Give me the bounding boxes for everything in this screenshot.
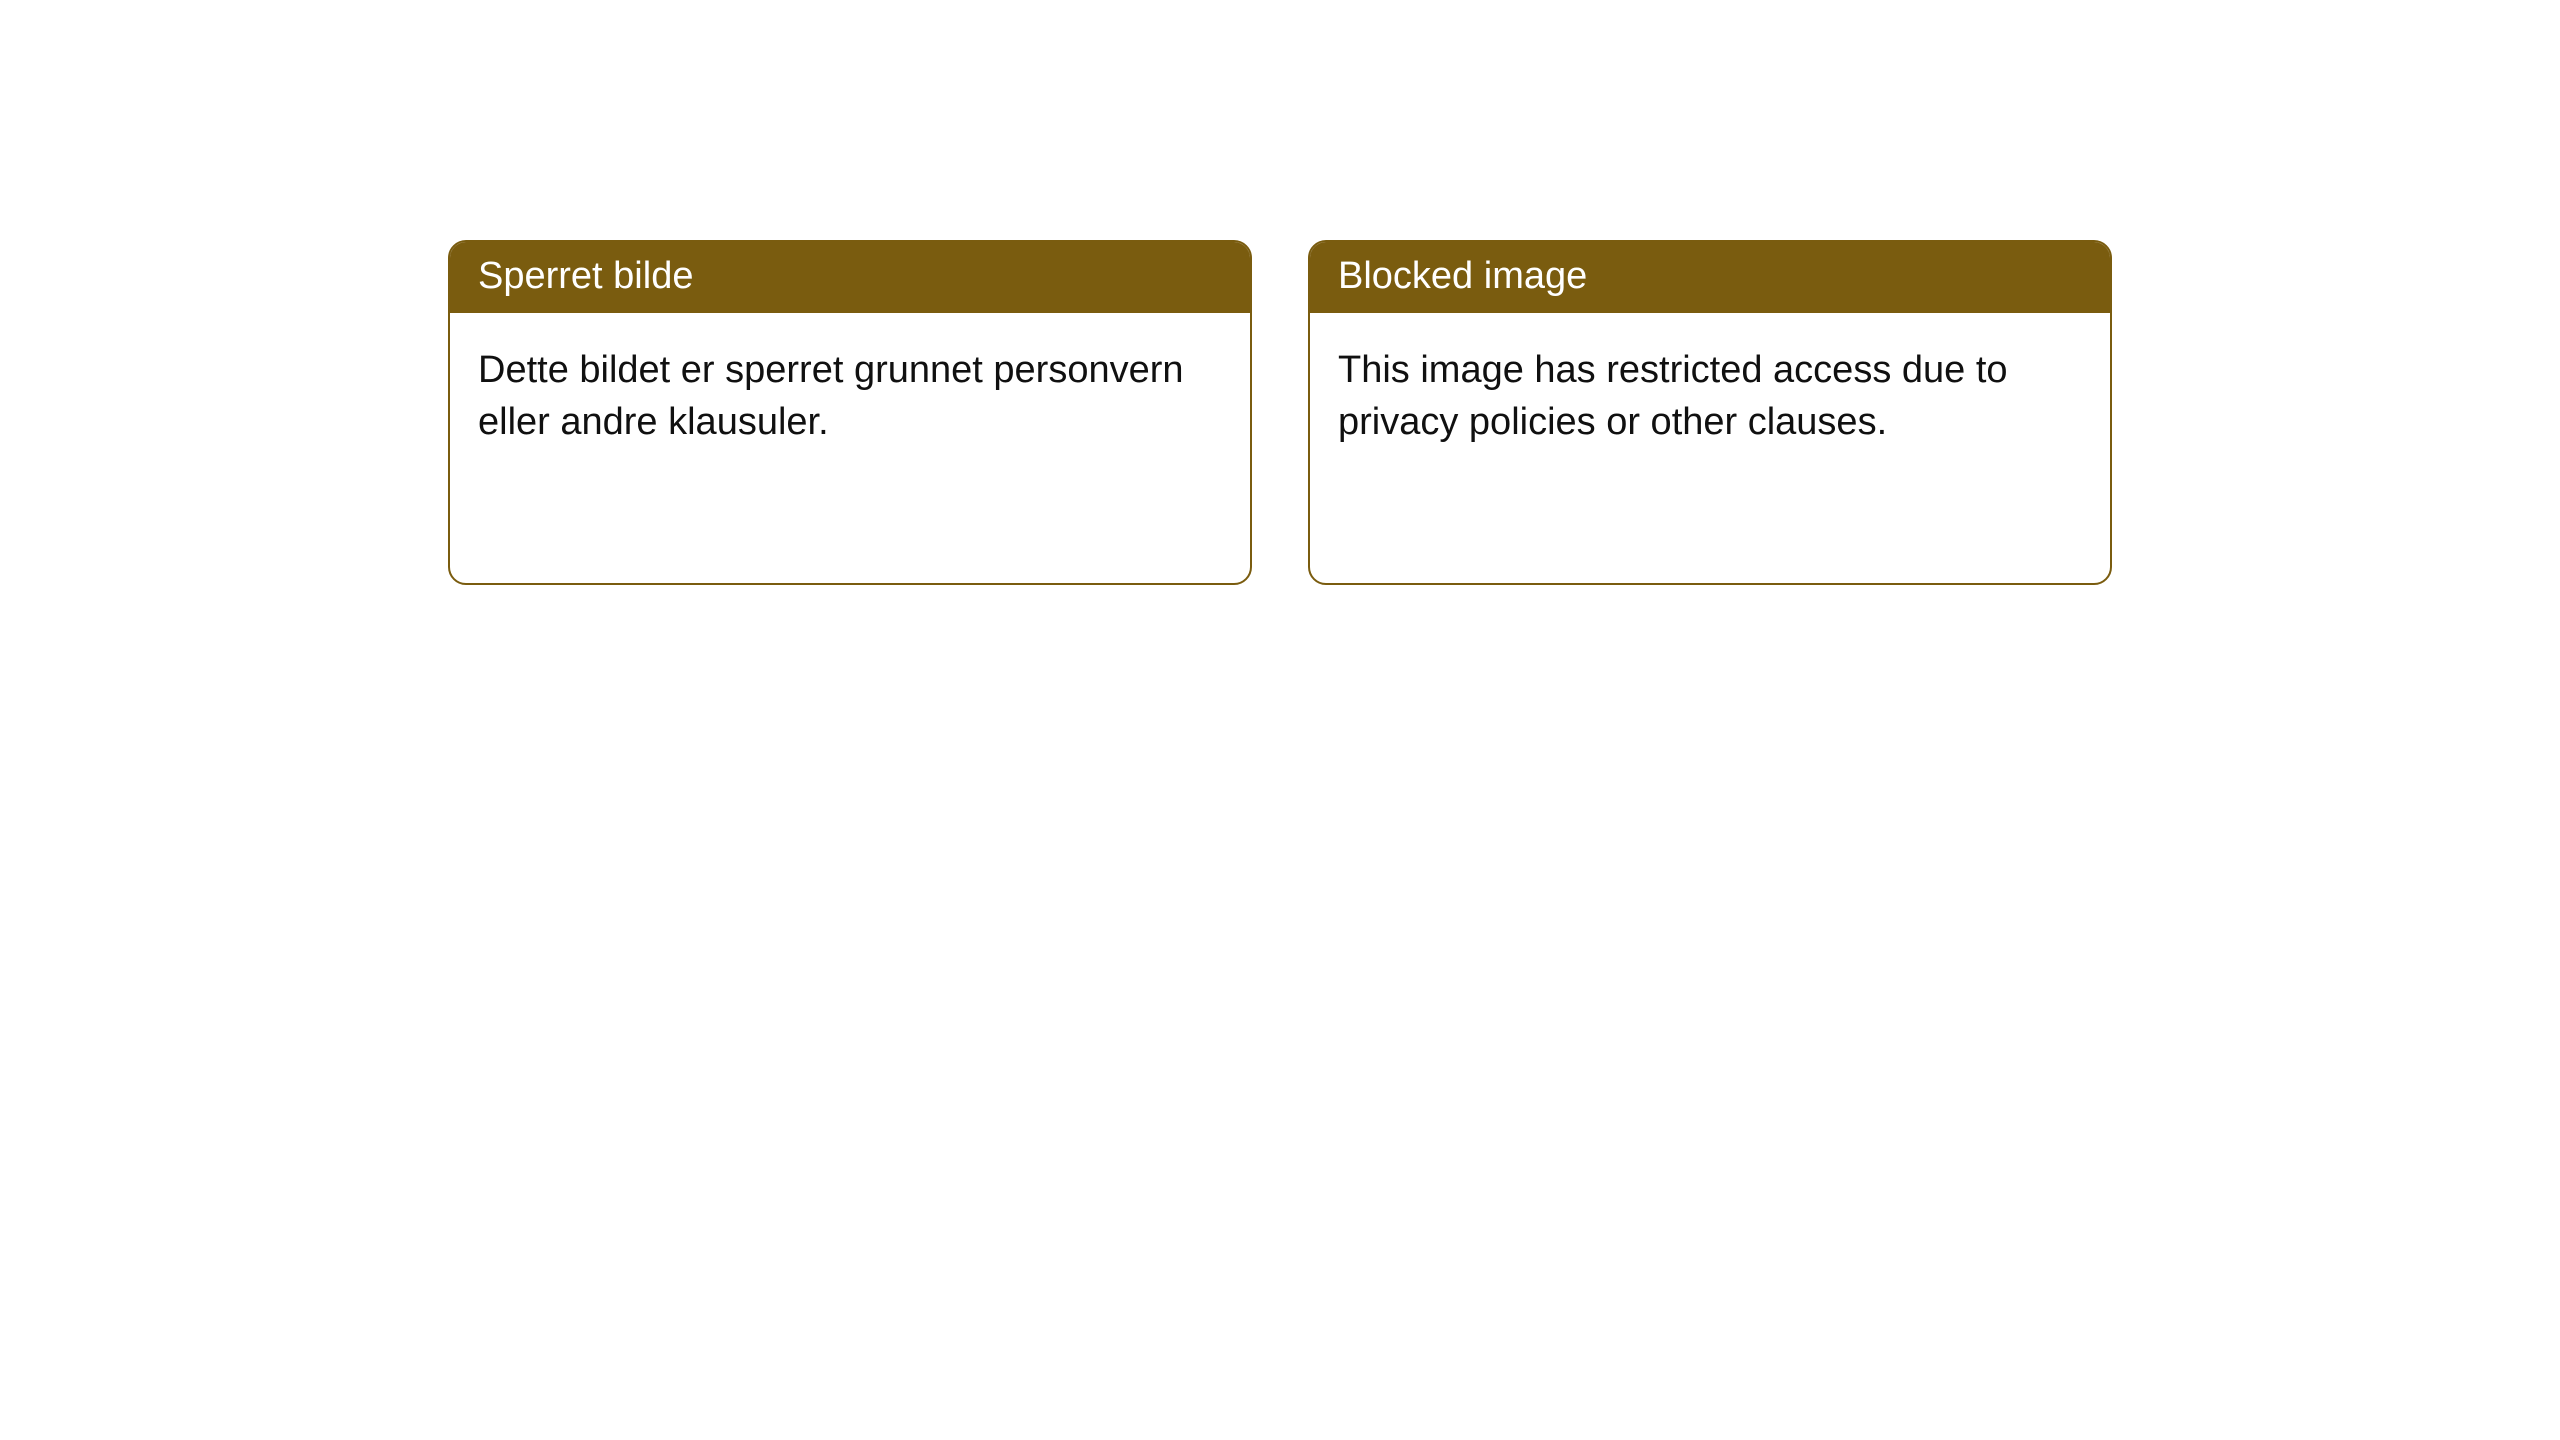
- notice-container: Sperret bilde Dette bildet er sperret gr…: [0, 0, 2560, 585]
- notice-card-title: Sperret bilde: [450, 242, 1250, 313]
- notice-card-body: Dette bildet er sperret grunnet personve…: [450, 313, 1250, 583]
- notice-card-title: Blocked image: [1310, 242, 2110, 313]
- notice-card-english: Blocked image This image has restricted …: [1308, 240, 2112, 585]
- notice-card-norwegian: Sperret bilde Dette bildet er sperret gr…: [448, 240, 1252, 585]
- notice-card-body: This image has restricted access due to …: [1310, 313, 2110, 583]
